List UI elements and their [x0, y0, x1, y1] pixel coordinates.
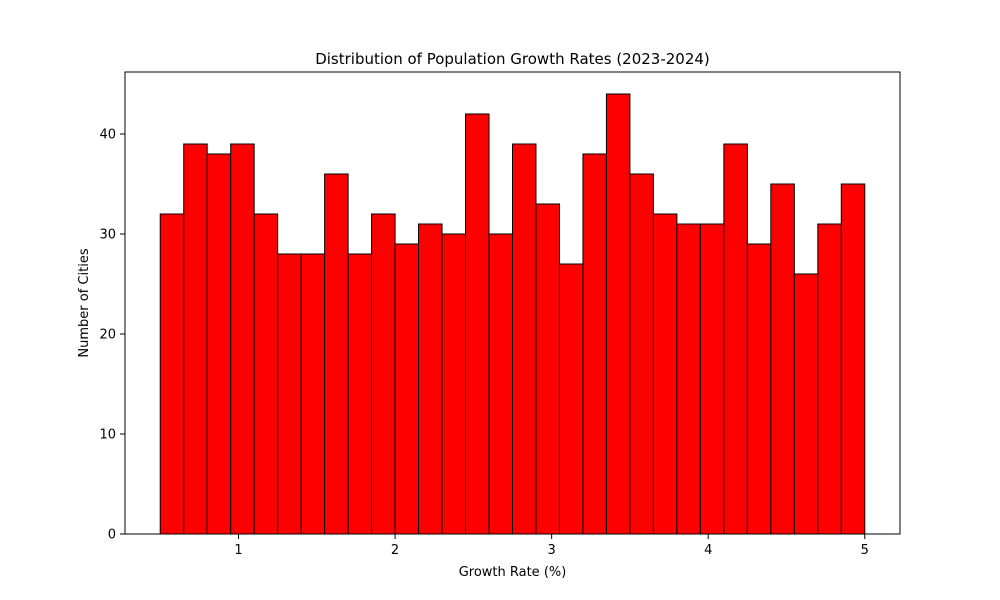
- histogram-bar: [699, 223, 725, 535]
- bars-group: [159, 93, 866, 535]
- x-tick-label: 2: [391, 543, 399, 558]
- histogram-bar: [159, 213, 185, 535]
- histogram-bar: [277, 253, 302, 535]
- y-axis-ticks: 0 10 20 30 40: [99, 128, 125, 543]
- histogram-bar: [441, 233, 467, 535]
- y-axis-label: Number of Cities: [77, 248, 92, 357]
- x-axis-ticks: 1 2 3 4 5: [234, 534, 869, 558]
- x-tick-label: 3: [548, 543, 556, 558]
- histogram-bar: [582, 153, 607, 535]
- x-tick-label: 1: [234, 543, 242, 558]
- histogram-bar: [793, 273, 819, 535]
- histogram-bar: [347, 253, 373, 535]
- histogram-bar: [300, 253, 326, 535]
- histogram-bar: [746, 243, 772, 535]
- histogram-bar: [770, 183, 795, 535]
- histogram-bar: [840, 183, 866, 535]
- y-tick-label: 10: [99, 428, 116, 443]
- y-tick-label: 40: [99, 128, 116, 143]
- histogram-bar: [488, 233, 513, 535]
- histogram-bar: [723, 143, 748, 535]
- histogram-bar: [418, 223, 443, 535]
- histogram-bar: [676, 223, 701, 535]
- histogram-bar: [324, 173, 349, 535]
- histogram-bar: [817, 223, 842, 535]
- histogram-bar: [652, 213, 678, 535]
- x-tick-label: 5: [861, 543, 869, 558]
- histogram-bar: [558, 263, 584, 535]
- chart-title: Distribution of Population Growth Rates …: [315, 50, 710, 68]
- histogram-bar: [605, 93, 631, 535]
- y-tick-label: 0: [108, 528, 116, 543]
- y-tick-label: 20: [99, 328, 116, 343]
- histogram-bar: [629, 173, 654, 535]
- histogram-bar: [394, 243, 420, 535]
- histogram-bar: [512, 143, 537, 535]
- histogram-bar: [206, 153, 232, 535]
- y-tick-label: 30: [99, 228, 116, 243]
- histogram-bar: [183, 143, 208, 535]
- histogram-bar: [230, 143, 255, 535]
- histogram-bar: [535, 203, 560, 535]
- plot-area-frame: [124, 71, 901, 535]
- histogram-bar: [253, 213, 279, 535]
- x-tick-label: 4: [704, 543, 712, 558]
- histogram-bar: [465, 113, 490, 535]
- histogram-bar: [371, 213, 396, 535]
- x-axis-label: Growth Rate (%): [459, 565, 567, 580]
